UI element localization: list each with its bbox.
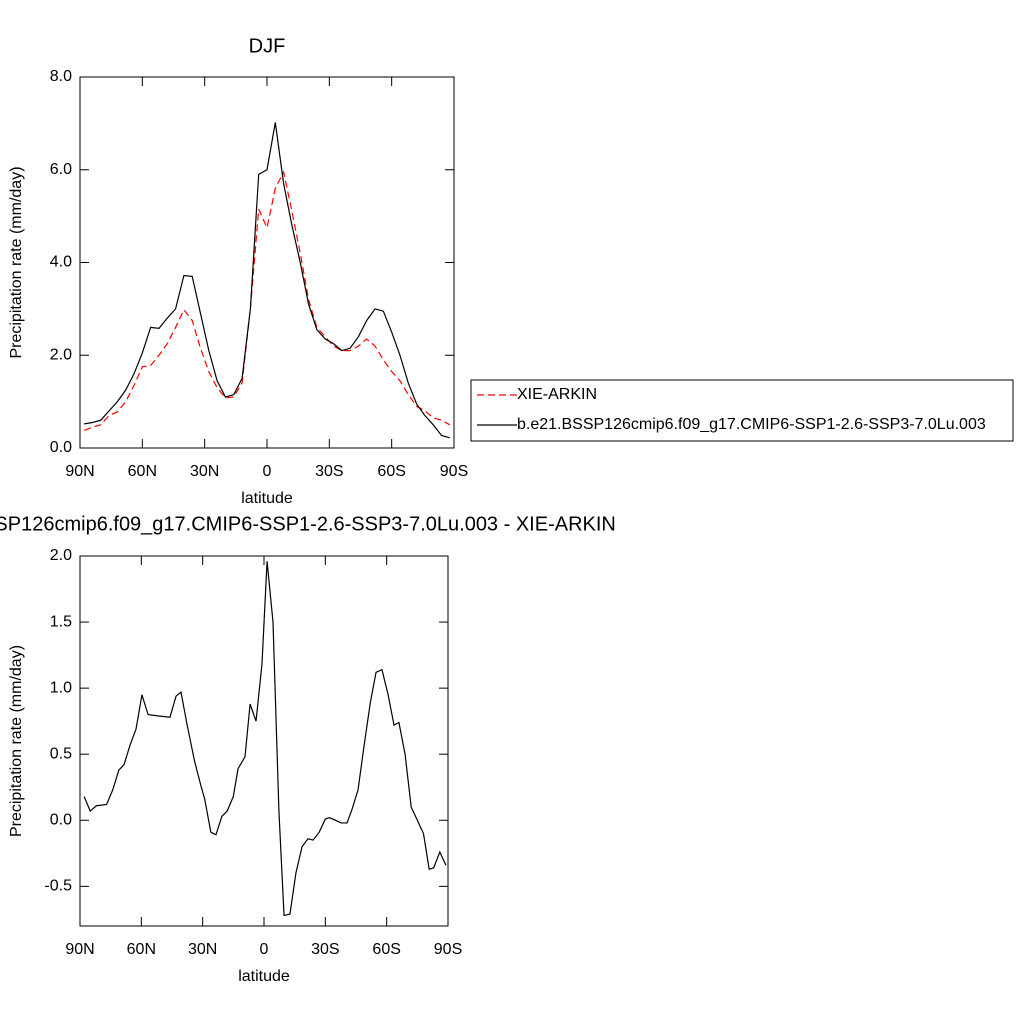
data-line <box>84 122 451 439</box>
y-tick-label: 1.0 <box>50 679 72 696</box>
y-tick-label: -0.5 <box>44 878 72 895</box>
x-tick-label: 30N <box>188 941 217 958</box>
x-tick-label: 60S <box>372 941 400 958</box>
x-axis-label: latitude <box>238 968 290 985</box>
x-tick-label: 30S <box>315 463 343 480</box>
y-tick-label: 1.5 <box>50 613 72 630</box>
y-axis-label: Precipitation rate (mm/day) <box>8 645 25 837</box>
y-tick-label: 0.5 <box>50 745 72 762</box>
x-tick-label: 60S <box>377 463 405 480</box>
x-tick-label: 60N <box>128 463 157 480</box>
chart-title: DJF <box>249 35 286 57</box>
chart-title: b.e21.BSSP126cmip6.f09_g17.CMIP6-SSP1-2.… <box>0 513 616 535</box>
x-tick-label: 90S <box>434 941 462 958</box>
legend: XIE-ARKIN b.e21.BSSP126cmip6.f09_g17.CMIP… <box>470 379 1014 442</box>
y-tick-label: 0.0 <box>50 812 72 829</box>
data-line <box>83 170 451 431</box>
chart-panel: b.e21.BSSP126cmip6.f09_g17.CMIP6-SSP1-2.… <box>0 513 616 985</box>
chart-panel: DJF 0.0 2.0 4.0 6.0 8.0 90N 60N 30N 0 30S 60S 90S lat… <box>8 35 1014 507</box>
legend-box <box>470 379 1014 442</box>
x-tick-label: 30N <box>190 463 219 480</box>
legend-label: XIE-ARKIN <box>517 386 597 403</box>
x-tick-label: 0 <box>263 463 272 480</box>
data-line <box>83 561 447 917</box>
legend-label: b.e21.BSSP126cmip6.f09_g17.CMIP6-SSP1-2.… <box>517 416 986 433</box>
x-tick-label: 90N <box>65 463 94 480</box>
x-axis-label: latitude <box>241 490 293 507</box>
x-tick-label: 90N <box>65 941 94 958</box>
plot-frame <box>79 76 455 449</box>
y-tick-label: 2.0 <box>50 547 72 564</box>
x-tick-label: 60N <box>127 941 156 958</box>
y-axis-label: Precipitation rate (mm/day) <box>8 166 25 358</box>
y-tick-label: 2.0 <box>50 346 72 363</box>
y-tick-label: 4.0 <box>50 254 72 271</box>
y-tick-label: 0.0 <box>50 439 72 456</box>
x-tick-label: 0 <box>260 941 269 958</box>
y-tick-label: 6.0 <box>50 161 72 178</box>
x-tick-label: 90S <box>440 463 468 480</box>
x-tick-label: 30S <box>311 941 339 958</box>
y-tick-label: 8.0 <box>50 68 72 85</box>
